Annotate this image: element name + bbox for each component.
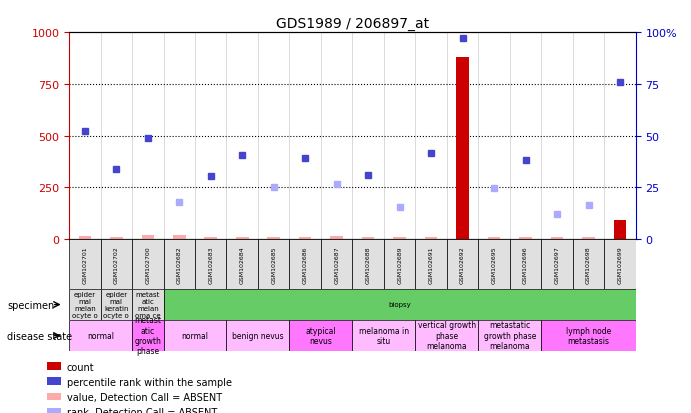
Text: metastatic
growth phase
melanoma: metastatic growth phase melanoma <box>484 321 536 350</box>
Text: GSM102700: GSM102700 <box>145 246 151 283</box>
FancyBboxPatch shape <box>541 240 573 289</box>
FancyBboxPatch shape <box>132 240 164 289</box>
FancyBboxPatch shape <box>290 240 321 289</box>
Text: specimen: specimen <box>7 300 54 310</box>
Text: vertical growth
phase
melanoma: vertical growth phase melanoma <box>418 321 476 350</box>
FancyBboxPatch shape <box>258 240 290 289</box>
FancyBboxPatch shape <box>384 240 415 289</box>
Text: GSM102683: GSM102683 <box>208 246 214 283</box>
Text: metast
atic
melan
oma ce: metast atic melan oma ce <box>135 291 160 318</box>
FancyBboxPatch shape <box>132 289 164 320</box>
FancyBboxPatch shape <box>164 240 195 289</box>
FancyBboxPatch shape <box>478 240 510 289</box>
Bar <box>488 238 500 240</box>
Text: GSM102687: GSM102687 <box>334 246 339 283</box>
Bar <box>330 236 343 240</box>
Text: count: count <box>67 362 95 372</box>
Bar <box>551 238 563 240</box>
FancyBboxPatch shape <box>132 320 164 351</box>
Bar <box>79 236 91 240</box>
Title: GDS1989 / 206897_at: GDS1989 / 206897_at <box>276 17 429 31</box>
FancyBboxPatch shape <box>415 240 447 289</box>
FancyBboxPatch shape <box>227 320 290 351</box>
Bar <box>110 237 122 240</box>
Text: GSM102702: GSM102702 <box>114 245 119 283</box>
Text: normal: normal <box>182 331 209 340</box>
Text: normal: normal <box>87 331 114 340</box>
FancyBboxPatch shape <box>478 320 541 351</box>
FancyBboxPatch shape <box>352 320 415 351</box>
Bar <box>393 237 406 240</box>
Text: GSM102688: GSM102688 <box>366 246 370 283</box>
Bar <box>425 237 437 240</box>
Text: melanoma in
situ: melanoma in situ <box>359 326 409 345</box>
Bar <box>47 363 61 370</box>
Text: disease state: disease state <box>7 331 72 341</box>
Text: percentile rank within the sample: percentile rank within the sample <box>67 377 232 387</box>
Text: value, Detection Call = ABSENT: value, Detection Call = ABSENT <box>67 392 222 402</box>
Text: epider
mal
keratin
ocyte o: epider mal keratin ocyte o <box>104 291 129 318</box>
FancyBboxPatch shape <box>69 320 132 351</box>
FancyBboxPatch shape <box>352 240 384 289</box>
Bar <box>173 236 186 240</box>
Bar <box>236 238 249 240</box>
FancyBboxPatch shape <box>195 240 227 289</box>
Text: epider
mal
melan
ocyte o: epider mal melan ocyte o <box>72 291 97 318</box>
Text: GSM102682: GSM102682 <box>177 246 182 283</box>
Text: rank, Detection Call = ABSENT: rank, Detection Call = ABSENT <box>67 407 217 413</box>
Bar <box>205 237 217 240</box>
Text: GSM102696: GSM102696 <box>523 246 528 283</box>
Bar <box>47 393 61 400</box>
Text: GSM102699: GSM102699 <box>618 245 623 283</box>
Text: benign nevus: benign nevus <box>232 331 284 340</box>
FancyBboxPatch shape <box>69 289 101 320</box>
Text: GSM102691: GSM102691 <box>428 246 434 283</box>
FancyBboxPatch shape <box>447 240 478 289</box>
Text: GSM102685: GSM102685 <box>271 246 276 283</box>
Text: biopsy: biopsy <box>388 301 411 308</box>
FancyBboxPatch shape <box>573 240 604 289</box>
FancyBboxPatch shape <box>101 240 132 289</box>
Bar <box>456 58 469 240</box>
Bar <box>47 408 61 413</box>
Bar <box>142 235 154 240</box>
Text: lymph node
metastasis: lymph node metastasis <box>566 326 611 345</box>
FancyBboxPatch shape <box>164 320 227 351</box>
Bar <box>299 237 312 240</box>
FancyBboxPatch shape <box>101 289 132 320</box>
Text: GSM102684: GSM102684 <box>240 246 245 283</box>
Text: GSM102692: GSM102692 <box>460 245 465 283</box>
FancyBboxPatch shape <box>510 240 541 289</box>
FancyBboxPatch shape <box>321 240 352 289</box>
Text: GSM102698: GSM102698 <box>586 246 591 283</box>
Text: metast
atic
growth
phase: metast atic growth phase <box>134 316 161 356</box>
Bar <box>583 237 595 240</box>
FancyBboxPatch shape <box>69 240 101 289</box>
FancyBboxPatch shape <box>604 240 636 289</box>
FancyBboxPatch shape <box>541 320 636 351</box>
FancyBboxPatch shape <box>164 289 636 320</box>
FancyBboxPatch shape <box>290 320 352 351</box>
Text: GSM102686: GSM102686 <box>303 246 307 283</box>
Text: GSM102689: GSM102689 <box>397 246 402 283</box>
FancyBboxPatch shape <box>227 240 258 289</box>
Bar <box>267 237 280 240</box>
Text: GSM102697: GSM102697 <box>554 245 560 283</box>
Text: GSM102701: GSM102701 <box>82 246 87 283</box>
Bar <box>362 238 375 240</box>
Bar <box>614 221 626 240</box>
Bar <box>519 237 532 240</box>
Bar <box>47 377 61 385</box>
FancyBboxPatch shape <box>415 320 478 351</box>
Text: GSM102695: GSM102695 <box>491 246 497 283</box>
Text: atypical
nevus: atypical nevus <box>305 326 337 345</box>
